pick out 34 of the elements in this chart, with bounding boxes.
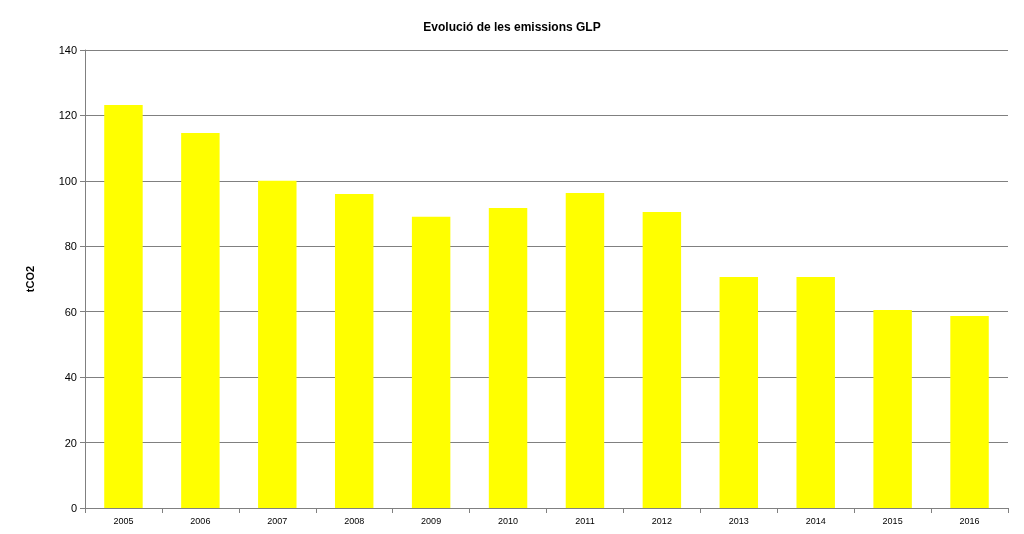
- bar: [488, 208, 528, 508]
- x-tick-label: 2010: [498, 515, 519, 526]
- y-axis-title: tCO2: [23, 265, 36, 293]
- y-tick-label: 120: [58, 109, 77, 122]
- bar: [411, 216, 451, 508]
- bar: [642, 211, 682, 508]
- bar: [181, 133, 220, 508]
- y-tick-label: 80: [64, 240, 77, 253]
- x-tick-label: 2012: [651, 515, 672, 526]
- bar: [873, 310, 912, 508]
- bar: [258, 180, 297, 508]
- y-tick-label: 100: [58, 174, 77, 187]
- x-tick-label: 2011: [575, 515, 595, 526]
- x-tick-label: 2005: [113, 515, 134, 526]
- y-tick-label: 0: [70, 502, 77, 514]
- x-tick-label: 2014: [805, 515, 826, 526]
- x-tick-label: 2016: [959, 515, 980, 526]
- y-tick-label: 40: [64, 371, 77, 384]
- x-tick-label: 2008: [344, 515, 365, 526]
- x-tick-label: 2007: [267, 515, 288, 526]
- bar: [104, 104, 143, 508]
- x-tick-label: 2015: [882, 515, 903, 526]
- x-tick-label: 2013: [728, 515, 749, 526]
- chart-title: Evolució de les emissions GLP: [423, 20, 601, 34]
- bar: [719, 277, 759, 508]
- x-tick-label: 2006: [190, 515, 211, 526]
- bar: [796, 277, 835, 508]
- bar: [565, 192, 605, 508]
- x-tick-label: 2009: [421, 515, 442, 526]
- y-tick-label: 140: [58, 44, 77, 56]
- y-tick-label: 60: [64, 305, 77, 318]
- bar: [950, 315, 989, 508]
- y-tick-label: 20: [64, 436, 77, 449]
- bar: [334, 193, 374, 508]
